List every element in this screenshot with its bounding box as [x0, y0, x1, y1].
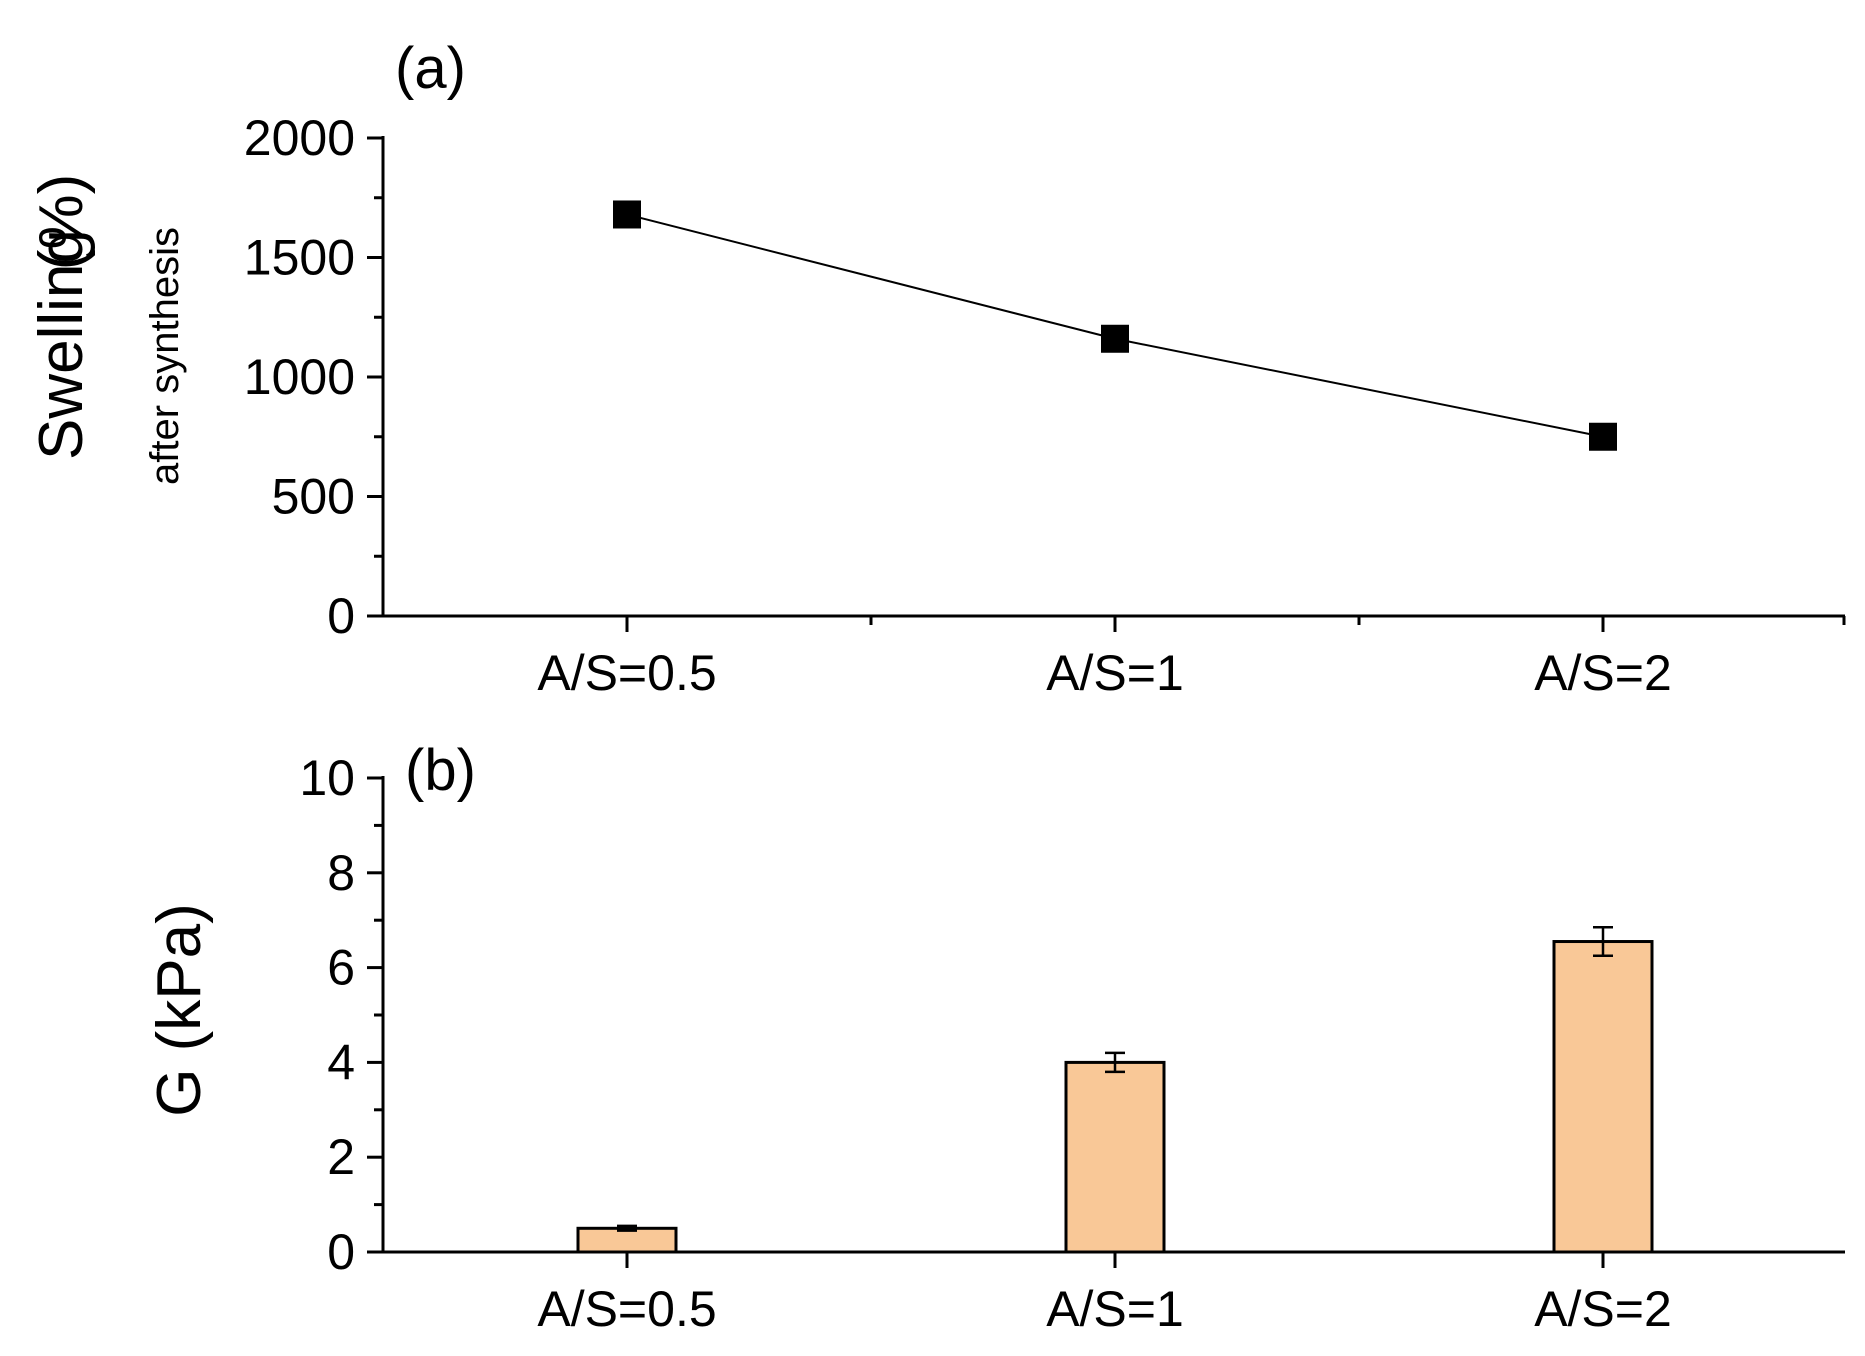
panel-b-y-tick-label: 4: [327, 1034, 355, 1090]
panel-a-y-tick-label: 500: [272, 469, 355, 525]
panel-a-x-tick-label: A/S=1: [1046, 645, 1184, 701]
panel-b-modulus-chart: (b) G (kPa) 0 2 4 6 8 10 A/S=0.5 A/S=1 A/S=2: [145, 738, 1845, 1337]
panel-b-y-tick-label: 8: [327, 845, 355, 901]
panel-b-y-tick-label: 2: [327, 1129, 355, 1185]
panel-a-axes: [367, 136, 1846, 632]
bar: [1064, 1060, 1166, 1254]
panel-a-tick-labels: 0 500 1000 1500 2000 A/S=0.5 A/S=1 A/S=2: [244, 110, 1672, 701]
panel-a-y-tick-label: 1000: [244, 349, 355, 405]
data-point-square: [613, 200, 641, 229]
panel-b-data-marks: [576, 926, 1654, 1254]
panel-a-swelling-chart: (a) Swelling (%) after synthesis 0 500 100…: [27, 36, 1846, 701]
panel-b-x-tick-label: A/S=2: [1534, 1281, 1672, 1337]
panel-b-ylabel: G (kPa): [145, 903, 214, 1117]
panel-b-y-tick-label: 6: [327, 940, 355, 996]
panel-a-y-tick-label: 0: [327, 588, 355, 644]
panel-a-y-tick-label: 2000: [244, 110, 355, 166]
panel-b-y-tick-label: 0: [327, 1224, 355, 1280]
data-point-square: [1101, 324, 1129, 353]
panel-a-ylabel-sub: after synthesis: [143, 227, 187, 485]
data-point-square: [1589, 422, 1617, 451]
panel-a-x-tick-label: A/S=0.5: [537, 645, 716, 701]
panel-a-label: (a): [395, 36, 466, 101]
panel-b-x-tick-label: A/S=1: [1046, 1281, 1184, 1337]
panel-a-x-tick-label: A/S=2: [1534, 645, 1672, 701]
panel-b-label: (b): [405, 738, 476, 803]
panel-a-ylabel: Swelling: [27, 229, 96, 460]
bar: [1552, 940, 1654, 1254]
panel-a-data-marks: [613, 200, 1617, 451]
panel-b-x-tick-label: A/S=0.5: [537, 1281, 716, 1337]
panel-b-y-tick-label: 10: [299, 750, 355, 806]
panel-b-tick-labels: 0 2 4 6 8 10 A/S=0.5 A/S=1 A/S=2: [299, 750, 1671, 1337]
panel-a-y-tick-label: 1500: [244, 230, 355, 286]
panel-a-ylabel-unit: (%): [27, 174, 96, 270]
